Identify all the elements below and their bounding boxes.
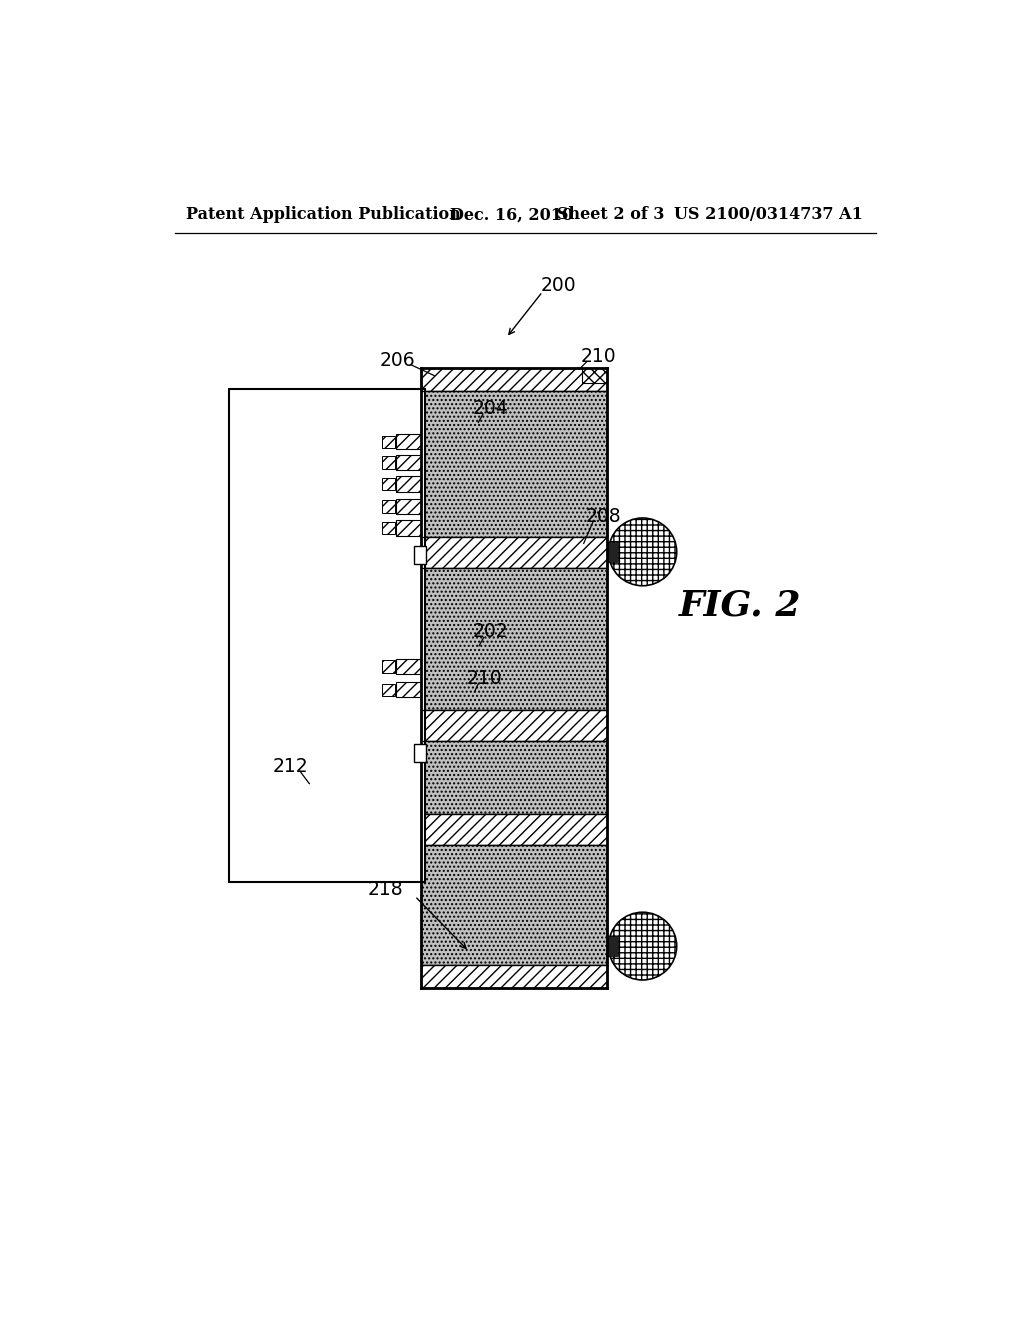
Bar [396,682,421,697]
Bar [396,659,421,675]
Bar [382,478,394,490]
Bar [421,845,607,965]
Bar [421,568,607,710]
Text: 210: 210 [467,669,503,688]
Bar [421,391,607,537]
Circle shape [608,912,677,979]
Bar [414,545,426,564]
Text: 206: 206 [380,351,416,370]
Bar [382,436,394,447]
Bar [414,743,426,762]
Bar [421,710,607,742]
Bar [396,477,421,492]
Bar [421,368,607,391]
Text: FIG. 2: FIG. 2 [679,587,802,622]
Text: 204: 204 [473,399,509,418]
Bar [607,936,617,956]
Bar [421,742,607,814]
Bar [396,434,421,449]
Bar [421,814,607,845]
Bar [382,521,394,535]
Bar [396,499,421,515]
Text: Sheet 2 of 3: Sheet 2 of 3 [557,206,664,223]
Bar [396,455,421,470]
Text: 210: 210 [581,347,616,366]
Bar [382,457,394,469]
Bar [382,660,394,673]
Bar [583,368,607,383]
Bar [382,500,394,512]
Bar [396,520,421,536]
Bar [382,684,394,696]
Bar [228,389,425,882]
Text: 208: 208 [586,507,622,525]
Text: 212: 212 [273,758,308,776]
Text: 218: 218 [368,880,403,899]
Text: Patent Application Publication: Patent Application Publication [186,206,461,223]
Bar [421,537,607,568]
Text: 202: 202 [473,623,509,642]
Text: 200: 200 [541,276,575,294]
Circle shape [608,517,677,586]
Bar [421,965,607,987]
Text: Dec. 16, 2010: Dec. 16, 2010 [450,206,572,223]
Bar [607,543,617,562]
Text: US 2100/0314737 A1: US 2100/0314737 A1 [675,206,863,223]
